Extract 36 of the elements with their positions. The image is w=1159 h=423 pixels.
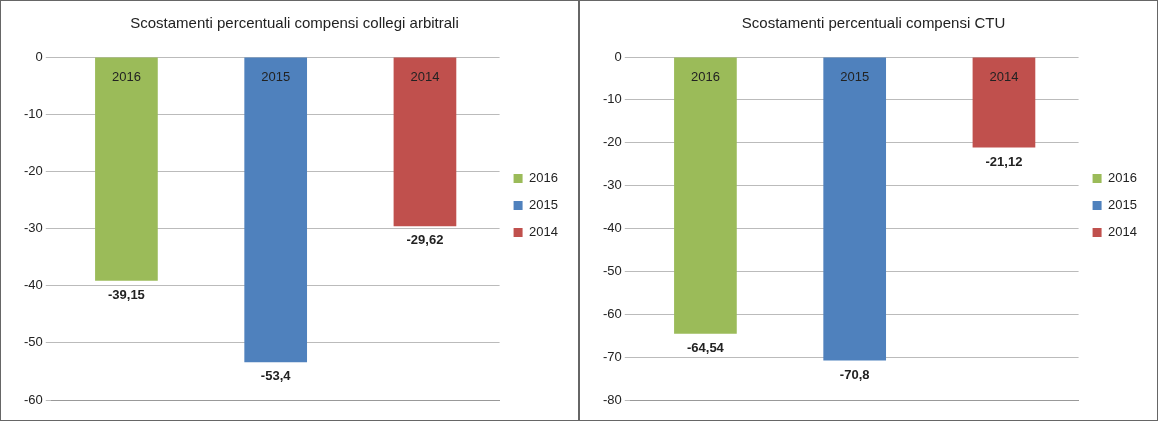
legend-label: 2014 xyxy=(529,224,558,240)
y-tick-label: -20 xyxy=(23,162,43,178)
y-tick-label: 0 xyxy=(614,48,622,64)
text: 2016 xyxy=(111,69,141,85)
y-tick-label: -70 xyxy=(602,348,622,364)
y-tick-label: -40 xyxy=(23,277,43,293)
data-label: -29,62 xyxy=(406,232,444,248)
y-tick-label: -60 xyxy=(23,391,43,407)
y-tick-label: -10 xyxy=(23,105,43,121)
y-tick-label: -30 xyxy=(23,220,43,236)
y-tick-label: -40 xyxy=(602,220,622,236)
y-tick-label: -80 xyxy=(602,391,622,407)
legend-label: 2016 xyxy=(1108,170,1137,186)
chart-title: Scostamenti percentuali compensi collegi arbitrali xyxy=(130,14,459,32)
data-label: -64,54 xyxy=(686,339,725,355)
y-tick-label: -30 xyxy=(602,177,622,193)
text: 2016 xyxy=(690,69,720,85)
data-label: -39,15 xyxy=(107,286,145,302)
y-tick-label: 0 xyxy=(35,48,43,64)
y-tick-label: -60 xyxy=(602,305,622,321)
y-tick-label: -10 xyxy=(602,91,622,107)
text: 2014 xyxy=(410,69,440,85)
legend-label: 2015 xyxy=(1108,197,1137,213)
data-label: -21,12 xyxy=(985,153,1023,169)
chart-title: Scostamenti percentuali compensi CTU xyxy=(741,14,1006,32)
data-label: -53,4 xyxy=(260,368,292,384)
y-tick-label: -50 xyxy=(23,334,43,350)
text: 2015 xyxy=(840,69,870,85)
y-tick-label: -50 xyxy=(602,262,622,278)
text: 2015 xyxy=(261,69,291,85)
y-tick-label: -20 xyxy=(602,134,622,150)
legend-label: 2015 xyxy=(529,197,558,213)
text: 2014 xyxy=(989,69,1019,85)
legend-label: 2014 xyxy=(1108,224,1137,240)
data-label: -70,8 xyxy=(839,366,870,382)
legend-label: 2016 xyxy=(529,170,558,186)
